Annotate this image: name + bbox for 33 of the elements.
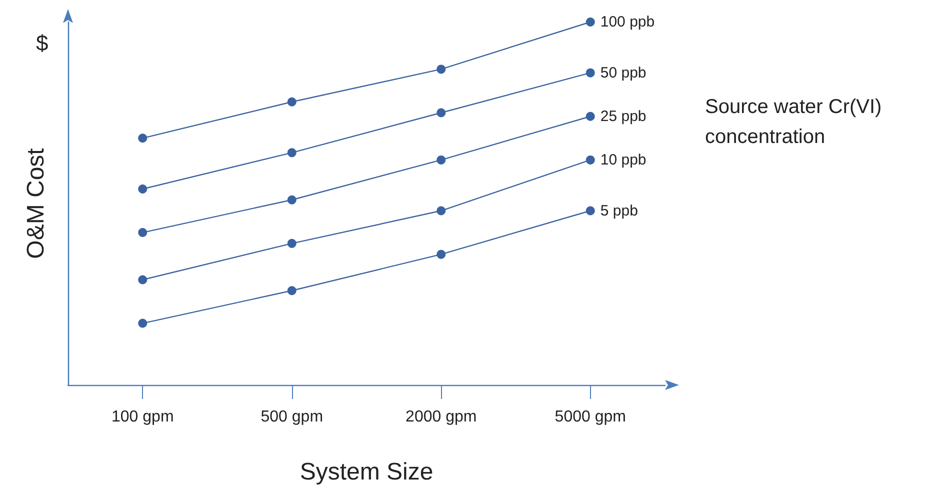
point xyxy=(436,64,446,74)
point xyxy=(138,184,148,194)
point xyxy=(436,206,446,216)
point xyxy=(586,206,595,216)
point xyxy=(287,238,296,248)
point xyxy=(287,148,296,158)
x-tick-label: 5000 gpm xyxy=(554,408,626,426)
y-axis-title: O&M Cost xyxy=(22,148,50,259)
point xyxy=(586,18,595,26)
series-label: 100 ppb xyxy=(600,14,655,30)
point xyxy=(287,97,296,106)
series-label: 10 ppb xyxy=(600,151,646,168)
point xyxy=(287,286,296,296)
x-tick-label: 500 gpm xyxy=(260,408,324,426)
point xyxy=(586,68,595,78)
x-tick-label: 2000 gpm xyxy=(406,408,477,426)
point xyxy=(138,318,148,328)
point xyxy=(586,112,595,121)
point xyxy=(436,108,446,118)
point xyxy=(138,275,148,284)
point xyxy=(138,134,148,143)
point xyxy=(436,250,446,259)
x-tick-label: 100 gpm xyxy=(111,408,174,426)
legend-title: Source water Cr(VI) concentration xyxy=(705,96,882,148)
point xyxy=(138,228,148,238)
x-axis-title: System Size xyxy=(300,458,434,486)
series-label: 25 ppb xyxy=(600,108,646,125)
text: $ xyxy=(36,30,48,56)
series-label: 50 ppb xyxy=(600,64,646,82)
point xyxy=(436,155,446,164)
point xyxy=(287,195,296,204)
point xyxy=(586,155,595,164)
series-label: 5 ppb xyxy=(600,202,638,220)
